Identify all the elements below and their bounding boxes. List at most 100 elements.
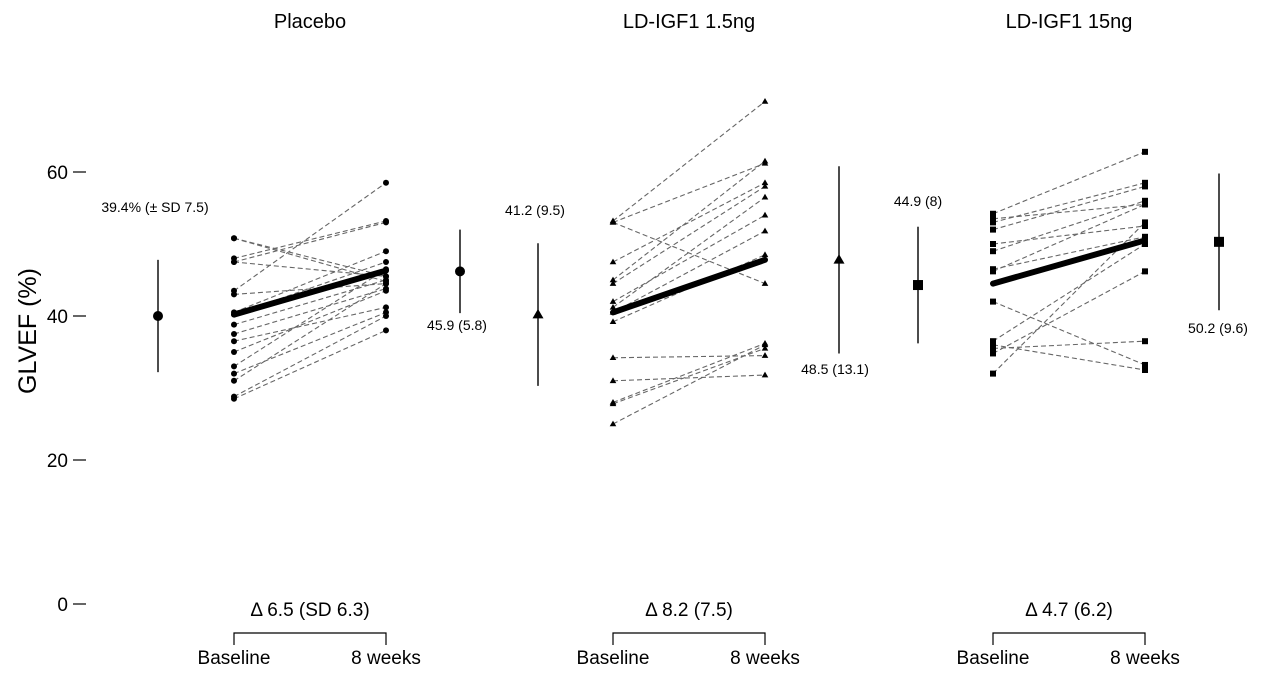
subject-point-8weeks [383, 180, 389, 186]
mean-change-line [613, 260, 765, 313]
subject-point-8weeks [383, 259, 389, 265]
subject-line [993, 152, 1145, 214]
delta-label: Δ 8.2 (7.5) [645, 600, 733, 621]
subject-line [993, 271, 1145, 353]
subject-point-8weeks [1142, 268, 1148, 274]
panel-2: LD-IGF1 1.5ng 41.2 (9.5) 48.5 (13.1) Δ 8.2 … [505, 11, 869, 669]
subject-line [613, 231, 765, 312]
subject-point-baseline [231, 371, 237, 377]
subject-point-8weeks [383, 313, 389, 319]
panel-title: LD-IGF1 1.5ng [623, 11, 755, 33]
subject-point-8weeks [762, 194, 769, 200]
subject-point-8weeks [762, 212, 769, 218]
subject-point-baseline [990, 268, 996, 274]
subject-line [234, 316, 386, 397]
subject-point-8weeks [1142, 338, 1148, 344]
subject-point-baseline [990, 299, 996, 305]
subject-point-baseline [231, 349, 237, 355]
y-tick-label: 40 [47, 307, 68, 328]
x-axis-bracket [234, 633, 386, 645]
x-tick-8weeks: 8 weeks [351, 648, 421, 669]
followup-summary-label: 45.9 (5.8) [427, 317, 487, 333]
subject-point-baseline [610, 421, 617, 427]
subject-point-baseline [231, 322, 237, 328]
summary-mean-baseline [533, 309, 544, 319]
subject-line [993, 302, 1145, 365]
summary-mean-baseline [153, 311, 163, 321]
subject-point-baseline [610, 298, 617, 304]
subject-line [234, 251, 386, 312]
subject-line [613, 163, 765, 222]
y-tick-label: 20 [47, 451, 68, 472]
subject-line [234, 284, 386, 381]
summary-mean-baseline [913, 280, 923, 290]
x-axis-bracket [613, 633, 765, 645]
subject-point-8weeks [383, 248, 389, 254]
subject-point-baseline [990, 227, 996, 233]
subject-point-8weeks [762, 372, 769, 378]
subject-line [993, 341, 1145, 348]
subject-line [993, 345, 1145, 370]
subject-point-8weeks [1142, 367, 1148, 373]
subject-point-baseline [231, 378, 237, 384]
subject-point-baseline [231, 363, 237, 369]
subject-line [234, 269, 386, 366]
panel-title: LD-IGF1 15ng [1006, 11, 1133, 33]
x-tick-baseline: Baseline [577, 648, 650, 669]
subject-point-8weeks [762, 251, 769, 257]
subject-line [613, 161, 765, 280]
followup-summary-label: 48.5 (13.1) [801, 361, 869, 377]
subject-point-8weeks [383, 327, 389, 333]
subject-line [613, 343, 765, 402]
subject-line [234, 222, 386, 262]
panel-title: Placebo [274, 11, 346, 33]
y-tick-label: 0 [57, 595, 68, 616]
subject-line [993, 183, 1145, 223]
baseline-summary-label: 39.4% (± SD 7.5) [101, 199, 208, 215]
panel-3: LD-IGF1 15ng 44.9 (8) 50.2 (9.6) Δ 4.7 (6.2… [894, 11, 1248, 669]
baseline-summary-label: 41.2 (9.5) [505, 202, 565, 218]
subject-point-8weeks [383, 288, 389, 294]
subject-line [613, 101, 765, 221]
subject-line [234, 238, 386, 276]
subject-line [993, 244, 1145, 341]
subject-point-8weeks [762, 158, 769, 164]
y-axis-label: GLVEF (%) [14, 268, 42, 394]
delta-label: Δ 6.5 (SD 6.3) [250, 600, 369, 621]
subject-point-8weeks [1142, 219, 1148, 225]
subject-point-baseline [610, 259, 617, 265]
baseline-summary-label: 44.9 (8) [894, 193, 942, 209]
subject-point-8weeks [1142, 149, 1148, 155]
subject-line [993, 204, 1145, 218]
subject-point-baseline [990, 248, 996, 254]
subject-point-baseline [990, 350, 996, 356]
y-axis: 0 20 40 60 [47, 163, 86, 616]
subject-point-8weeks [762, 352, 769, 358]
summary-mean-8weeks [834, 254, 845, 264]
subject-line [613, 222, 765, 283]
followup-summary-label: 50.2 (9.6) [1188, 320, 1248, 336]
subject-point-baseline [231, 338, 237, 344]
subject-point-8weeks [1142, 201, 1148, 207]
subject-line [993, 201, 1145, 251]
subject-point-baseline [990, 371, 996, 377]
subject-point-baseline [231, 235, 237, 241]
x-axis-bracket [993, 633, 1145, 645]
delta-label: Δ 4.7 (6.2) [1025, 600, 1113, 621]
x-tick-baseline: Baseline [198, 648, 271, 669]
subject-point-8weeks [383, 219, 389, 225]
subject-point-8weeks [1142, 183, 1148, 189]
chart-panels: Placebo 39.4% (± SD 7.5) 45.9 (5.8) Δ 6.5 (… [101, 11, 1248, 669]
panel-1: Placebo 39.4% (± SD 7.5) 45.9 (5.8) Δ 6.5 (… [101, 11, 487, 669]
y-tick-label: 60 [47, 163, 68, 184]
subject-point-baseline [990, 241, 996, 247]
mean-change-line [993, 240, 1145, 283]
x-tick-baseline: Baseline [957, 648, 1030, 669]
summary-mean-8weeks [1214, 237, 1224, 247]
subject-point-baseline [231, 259, 237, 265]
summary-mean-8weeks [455, 266, 465, 276]
subject-line [234, 221, 386, 258]
subject-point-baseline [231, 331, 237, 337]
subject-point-baseline [231, 291, 237, 297]
